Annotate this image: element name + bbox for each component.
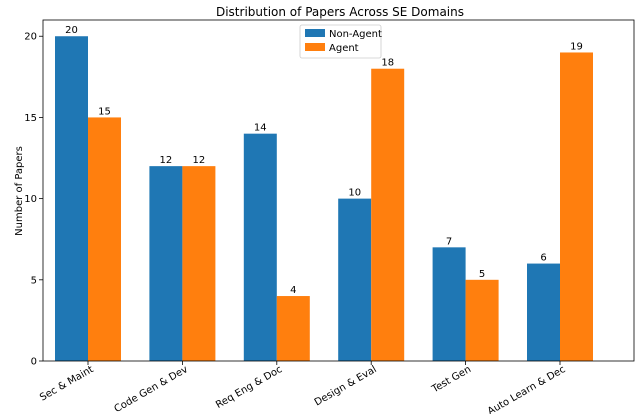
bar-non-agent-design-eval bbox=[338, 198, 372, 361]
data-label-non-agent-req-eng-doc: 14 bbox=[254, 123, 267, 134]
bar-agent-auto-learn-dec bbox=[560, 52, 593, 361]
x-tick-label-sec-maint: Sec & Maint bbox=[38, 364, 95, 404]
data-label-non-agent-test-gen: 7 bbox=[446, 236, 452, 247]
data-label-non-agent-code-gen-dev: 12 bbox=[160, 155, 173, 166]
bar-agent-sec-maint bbox=[88, 117, 121, 361]
chart-title: Distribution of Papers Across SE Domains bbox=[216, 5, 464, 19]
data-label-non-agent-sec-maint: 20 bbox=[65, 25, 78, 36]
x-tick-label-code-gen-dev: Code Gen & Dev bbox=[113, 364, 190, 414]
legend-swatch-agent bbox=[305, 43, 325, 51]
y-tick-label-20: 20 bbox=[24, 32, 37, 43]
bar-agent-test-gen bbox=[465, 279, 499, 361]
data-label-agent-design-eval: 18 bbox=[381, 58, 394, 69]
x-tick-label-design-eval: Design & Eval bbox=[313, 364, 379, 408]
plot-area: 0 5 10 15 20 20 15 Sec & Maint 12 12 Code Gen & De… bbox=[24, 25, 593, 414]
legend-label-agent: Agent bbox=[329, 43, 359, 54]
bar-non-agent-sec-maint bbox=[55, 36, 88, 361]
data-label-non-agent-design-eval: 10 bbox=[348, 188, 361, 199]
data-label-agent-auto-learn-dec: 19 bbox=[570, 41, 583, 52]
y-tick-label-10: 10 bbox=[24, 194, 37, 205]
legend-label-non-agent: Non-Agent bbox=[329, 29, 382, 40]
y-axis-label: Number of Papers bbox=[14, 146, 25, 236]
bar-non-agent-req-eng-doc bbox=[243, 133, 277, 361]
bar-agent-code-gen-dev bbox=[182, 166, 216, 361]
x-tick-label-auto-learn-dec: Auto Learn & Dec bbox=[486, 364, 568, 414]
data-label-non-agent-auto-learn-dec: 6 bbox=[540, 253, 546, 264]
bar-agent-req-eng-doc bbox=[276, 296, 310, 361]
bar-non-agent-auto-learn-dec bbox=[527, 263, 560, 361]
bar-non-agent-code-gen-dev bbox=[149, 166, 183, 361]
x-tick-label-test-gen: Test Gen bbox=[429, 364, 473, 396]
y-tick-label-0: 0 bbox=[31, 357, 37, 368]
bar-agent-design-eval bbox=[371, 68, 405, 361]
data-label-agent-test-gen: 5 bbox=[479, 269, 485, 280]
legend-swatch-non-agent bbox=[305, 29, 325, 37]
bar-non-agent-test-gen bbox=[432, 247, 466, 361]
data-label-agent-req-eng-doc: 4 bbox=[290, 285, 296, 296]
plot-frame bbox=[42, 19, 635, 362]
y-tick-label-15: 15 bbox=[24, 113, 37, 124]
data-label-agent-sec-maint: 15 bbox=[98, 106, 111, 117]
data-label-agent-code-gen-dev: 12 bbox=[193, 155, 206, 166]
y-tick-label-5: 5 bbox=[31, 275, 37, 286]
x-tick-label-req-eng-doc: Req Eng & Doc bbox=[214, 364, 284, 411]
legend: Non-Agent Agent bbox=[299, 24, 382, 59]
